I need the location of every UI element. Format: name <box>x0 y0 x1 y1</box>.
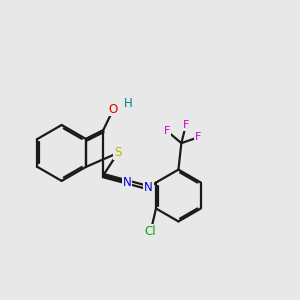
Text: F: F <box>195 132 202 142</box>
Text: N: N <box>144 181 153 194</box>
Text: N: N <box>123 176 132 188</box>
Text: O: O <box>109 103 118 116</box>
Text: S: S <box>114 146 122 159</box>
Text: Cl: Cl <box>145 225 157 238</box>
Text: F: F <box>164 126 170 136</box>
Text: F: F <box>183 120 189 130</box>
Text: H: H <box>124 97 133 110</box>
